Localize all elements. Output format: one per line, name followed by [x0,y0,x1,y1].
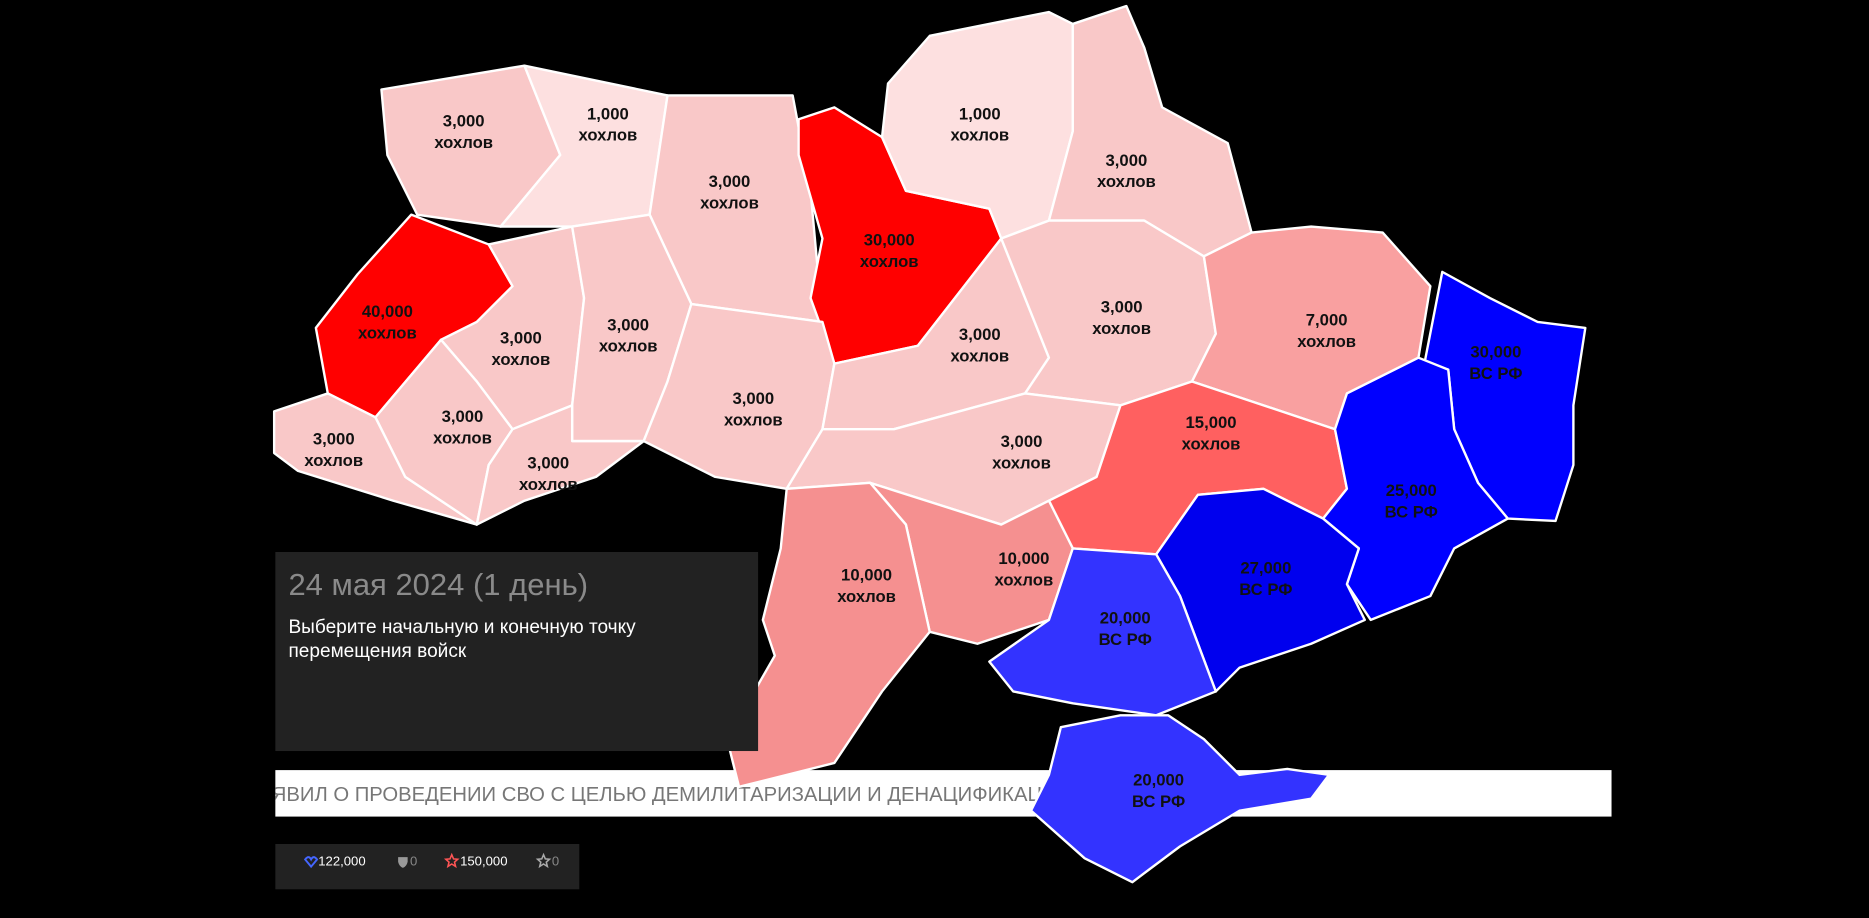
region[interactable]: 20,000 ВС РФ [988,547,1217,717]
region-amount: 7,000 [1306,311,1348,330]
region-amount: 20,000 [1100,608,1151,627]
region-amount: 3,000 [527,454,569,473]
region-unit: хохлов [992,454,1051,473]
info-text: Выберите начальную и конечную точку [288,617,636,638]
info-text: перемещения войск [288,641,466,662]
region-shape[interactable] [988,547,1217,717]
region-amount: 3,000 [607,315,649,334]
region-amount: 3,000 [313,430,355,449]
region-unit: хохлов [1097,172,1156,191]
region-unit: ВС РФ [1385,502,1438,521]
map: 3,000 хохлов 1,000 хохлов 3,000 хохлов 30,000 х… [272,4,1587,884]
region[interactable]: 3,000 хохлов [374,338,514,526]
region-amount: 25,000 [1386,481,1437,500]
region-unit: хохлов [1182,434,1241,453]
region[interactable]: 15,000 хохлов [1047,380,1349,556]
stats-panel [275,844,580,890]
region-amount: 10,000 [998,549,1049,568]
region-unit: хохлов [995,570,1054,589]
region-unit: хохлов [492,350,551,369]
region[interactable]: 25,000 ВС РФ [1321,356,1510,622]
region-amount: 20,000 [1133,771,1184,790]
stat-value: 0 [410,853,417,868]
region-amount: 30,000 [1470,343,1521,362]
region-amount: 1,000 [959,104,1001,123]
region[interactable]: 30,000 хохлов [797,106,1003,365]
region-amount: 3,000 [1106,151,1148,170]
region-unit: ВС РФ [1239,580,1292,599]
region-amount: 1,000 [587,104,629,123]
region-unit: хохлов [519,475,578,494]
star-icon [443,852,460,869]
region-amount: 3,000 [732,389,774,408]
region-shape[interactable] [475,404,645,526]
region-amount: 3,000 [1101,297,1143,316]
info-panel [275,551,759,752]
ticker-bar [275,770,1612,817]
date-text: 24 мая 2024 (1 день) [288,567,588,602]
region-unit: хохлов [304,451,363,470]
region-amount: 30,000 [864,231,915,250]
stat-value: 150,000 [460,853,507,868]
region-amount: 40,000 [362,302,413,321]
region-unit: хохлов [434,133,493,152]
region-unit: хохлов [837,587,896,606]
region-unit: хохлов [579,126,638,145]
region-unit: хохлов [700,194,759,213]
region[interactable]: 3,000 хохлов [570,213,693,443]
region-unit: хохлов [950,346,1009,365]
region-shape[interactable] [725,481,931,788]
region[interactable]: 3,000 хохлов [475,404,645,526]
stat-value: 122,000 [318,853,365,868]
region-amount: 10,000 [841,566,892,585]
region-unit: ВС РФ [1469,364,1522,383]
region-unit: хохлов [358,324,417,343]
region-unit: ВС РФ [1132,792,1185,811]
region-unit: ВС РФ [1099,630,1152,649]
region-amount: 27,000 [1240,558,1291,577]
region[interactable]: 27,000 ВС РФ [1155,487,1366,693]
region[interactable]: 3,000 хохлов [380,64,562,228]
shield-icon [398,857,408,868]
ticker-text: ЯВИЛ О ПРОВЕДЕНИИ СВО С ЦЕЛЬЮ ДЕМИЛИТАРИ… [272,784,1057,806]
region[interactable]: 1,000 хохлов [880,10,1098,240]
region-unit: хохлов [860,252,919,271]
region-unit: хохлов [433,429,492,448]
region-amount: 3,000 [443,111,485,130]
region-unit: хохлов [950,126,1009,145]
region-shape[interactable] [1029,714,1331,884]
region-unit: хохлов [724,411,783,430]
region-amount: 3,000 [1001,432,1043,451]
region-shape[interactable] [1321,356,1510,622]
region-amount: 3,000 [959,325,1001,344]
heart-icon [303,856,319,869]
stat-value: 0 [552,853,559,868]
region-amount: 15,000 [1186,413,1237,432]
star-icon [535,852,552,869]
region-amount: 3,000 [500,328,542,347]
region-unit: хохлов [1092,319,1151,338]
region[interactable]: 20,000 ВС РФ [1029,714,1331,884]
region-amount: 3,000 [442,407,484,426]
region-amount: 3,000 [709,172,751,191]
region-unit: хохлов [1297,332,1356,351]
region-unit: хохлов [599,337,658,356]
region[interactable]: 3,000 хохлов [1047,4,1253,258]
region[interactable]: 10,000 хохлов [725,481,931,788]
